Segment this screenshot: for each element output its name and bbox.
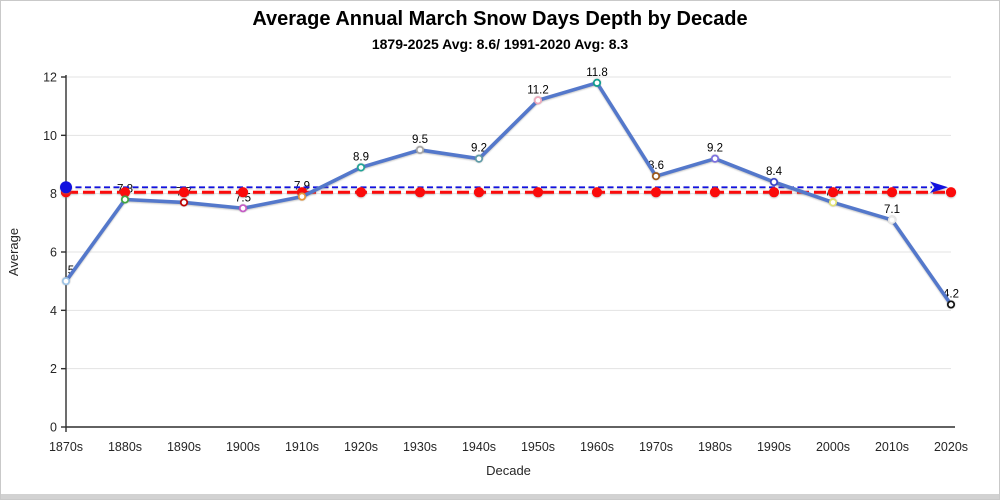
data-point-label: 7.1 xyxy=(884,204,900,216)
y-tick-label: 0 xyxy=(50,421,57,435)
data-point-marker xyxy=(61,277,71,286)
data-point-label: 11.2 xyxy=(527,84,549,96)
y-tick-label: 8 xyxy=(50,187,57,201)
x-tick-label: 1970s xyxy=(639,440,673,454)
red-reference-dot xyxy=(945,187,957,198)
x-tick-label: 1890s xyxy=(167,440,201,454)
data-point-marker xyxy=(120,195,130,204)
y-tick-label: 2 xyxy=(50,362,57,376)
data-point-label: 9.5 xyxy=(412,134,428,146)
blue-start-dot xyxy=(60,181,72,194)
x-tick-label: 1990s xyxy=(757,440,791,454)
data-point-marker xyxy=(946,300,956,309)
x-tick-label: 1950s xyxy=(521,440,555,454)
red-reference-dot xyxy=(886,187,898,198)
red-reference-dot xyxy=(650,187,662,198)
data-point-marker xyxy=(592,78,602,87)
red-reference-dot xyxy=(414,187,426,198)
red-reference-dot xyxy=(355,187,367,198)
x-tick-label: 2000s xyxy=(816,440,850,454)
data-point-label: 11.8 xyxy=(586,67,608,79)
data-point-marker xyxy=(238,204,248,213)
y-tick-label: 4 xyxy=(50,304,57,318)
red-reference-dot xyxy=(827,187,839,198)
x-tick-label: 1940s xyxy=(462,440,496,454)
x-tick-label: 2010s xyxy=(875,440,909,454)
y-axis-title: Average xyxy=(6,228,21,276)
red-reference-dot xyxy=(178,187,190,198)
x-tick-label: 1930s xyxy=(403,440,437,454)
x-tick-label: 1920s xyxy=(344,440,378,454)
chart-subtitle: 1879-2025 Avg: 8.6/ 1991-2020 Avg: 8.3 xyxy=(371,36,629,52)
data-point-label: 8.4 xyxy=(766,166,783,178)
data-point-marker xyxy=(651,172,661,181)
data-point-marker xyxy=(828,198,838,207)
red-reference-dot xyxy=(768,187,780,198)
data-point-marker xyxy=(533,96,543,105)
red-reference-dot xyxy=(709,187,721,198)
red-reference-dot xyxy=(119,187,131,198)
x-tick-label: 1960s xyxy=(580,440,614,454)
chart-title: Average Annual March Snow Days Depth by … xyxy=(252,8,748,30)
x-tick-label: 1870s xyxy=(49,440,83,454)
data-point-marker xyxy=(769,177,779,187)
data-point-marker xyxy=(415,145,425,154)
data-point-label: 5 xyxy=(68,265,74,277)
red-reference-dot xyxy=(591,187,603,198)
x-tick-label: 2020s xyxy=(934,440,968,454)
x-tick-label: 1900s xyxy=(226,440,260,454)
y-tick-label: 12 xyxy=(43,71,57,85)
x-tick-label: 1880s xyxy=(108,440,142,454)
data-point-marker xyxy=(356,163,366,172)
window-bottom-strip xyxy=(1,494,999,499)
data-point-marker xyxy=(297,192,307,201)
red-reference-dot xyxy=(473,187,485,198)
red-reference-dot xyxy=(532,187,544,198)
y-tick-label: 6 xyxy=(50,246,57,260)
x-tick-label: 1980s xyxy=(698,440,732,454)
blue-arrow-head-icon xyxy=(930,181,948,194)
data-point-marker xyxy=(887,215,897,224)
data-point-marker xyxy=(710,154,720,163)
data-point-label: 9.2 xyxy=(707,143,723,155)
series-line xyxy=(64,81,953,307)
red-reference-dot xyxy=(237,187,249,198)
data-point-marker xyxy=(179,198,189,207)
data-point-label: 9.2 xyxy=(471,143,487,155)
x-axis-title: Decade xyxy=(486,463,531,478)
data-point-label: 8.9 xyxy=(353,151,369,163)
x-tick-label: 1910s xyxy=(285,440,319,454)
y-tick-label: 10 xyxy=(43,129,57,143)
data-point-marker xyxy=(474,154,484,163)
